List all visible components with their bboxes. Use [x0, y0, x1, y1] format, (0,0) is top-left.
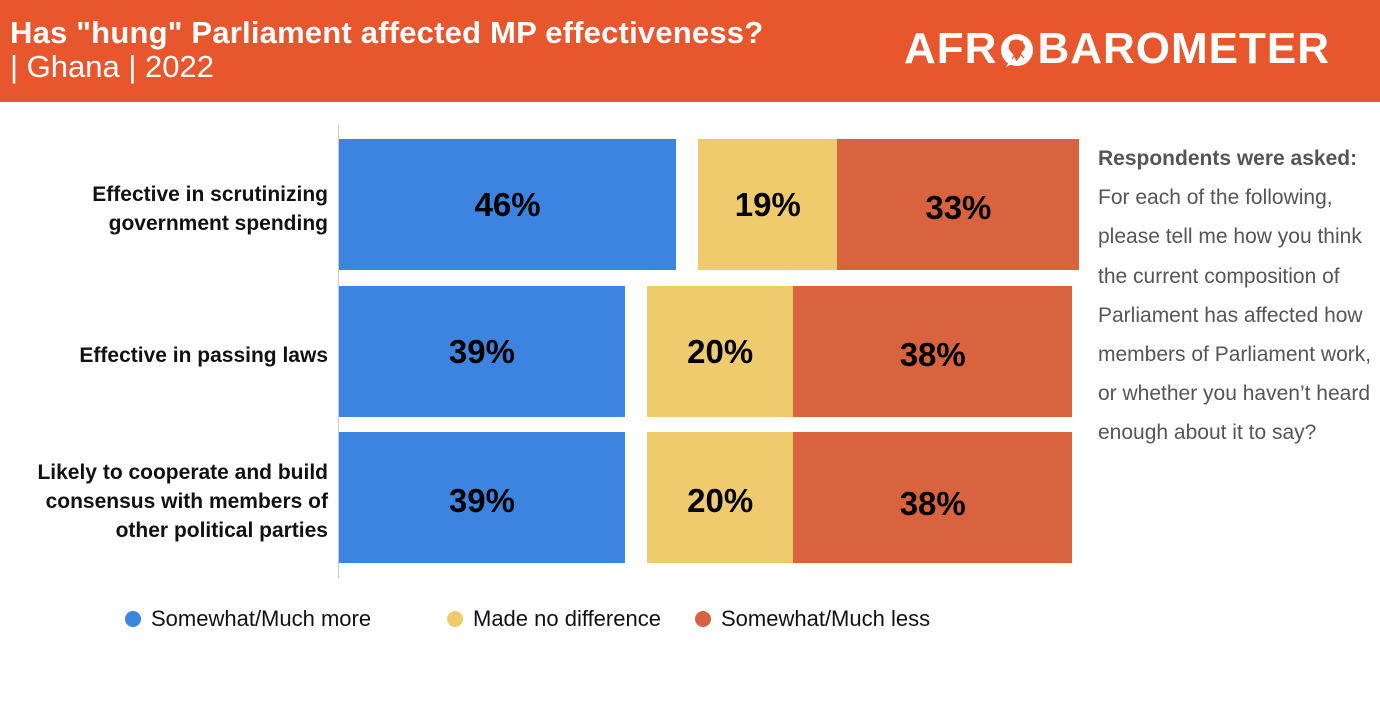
legend-dot-icon: [447, 611, 463, 627]
data-label: 39%: [448, 332, 515, 370]
y-axis-line: [338, 125, 339, 578]
legend-label: Made no difference: [473, 606, 661, 631]
question-notes: Respondents were asked: For each of the …: [1098, 139, 1378, 453]
notes-body: For each of the following, please tell m…: [1098, 186, 1372, 445]
africa-globe-icon: [998, 31, 1036, 69]
data-label: 38%: [899, 335, 966, 373]
chart-title: Has "hung" Parliament affected MP effect…: [10, 15, 764, 50]
legend-label: Somewhat/Much more: [151, 606, 372, 631]
notes-heading: Respondents were asked:: [1098, 147, 1358, 170]
bar-made-no-difference: 20%: [646, 286, 794, 417]
category-label-line: Likely to cooperate and build: [37, 461, 328, 484]
legend-dot-icon: [125, 611, 141, 627]
data-label: 19%: [734, 185, 801, 223]
category-label-line: government spending: [108, 211, 328, 235]
legend-dot-icon: [695, 611, 711, 627]
data-label: 39%: [448, 481, 515, 519]
category-label-line: consensus with members of: [45, 490, 328, 513]
category-label: Likely to cooperate and build consensus w…: [0, 458, 328, 545]
data-label: 46%: [474, 185, 541, 223]
header-banner: Has "hung" Parliament affected MP effect…: [0, 0, 1380, 102]
data-label: 38%: [899, 484, 966, 522]
bar-made-no-difference: 20%: [646, 432, 794, 563]
bar-somewhat-much-more: 39%: [339, 286, 625, 417]
bar-somewhat-much-less: 38%: [793, 432, 1072, 563]
logo-text-suffix: BAROMETER: [1037, 24, 1330, 73]
category-label: Effective in scrutinizing government spen…: [0, 180, 328, 238]
category-label-line: Effective in scrutinizing: [92, 182, 328, 206]
logo-text-prefix: AFR: [904, 24, 998, 73]
data-label: 20%: [687, 332, 754, 370]
legend-label: Somewhat/Much less: [721, 606, 931, 631]
chart-subtitle: | Ghana | 2022: [10, 49, 214, 84]
bar-somewhat-much-less: 38%: [793, 286, 1072, 417]
category-label-line: other political parties: [115, 519, 328, 542]
legend-item: Somewhat/Much less: [695, 604, 930, 634]
category-label-line: Effective in passing laws: [79, 344, 328, 367]
data-label: 33%: [925, 188, 992, 226]
category-label: Effective in passing laws: [0, 341, 328, 370]
bar-somewhat-much-more: 39%: [339, 432, 625, 563]
afrobarometer-logo: AFR BAROMETER: [904, 24, 1330, 74]
legend-item: Somewhat/Much more: [125, 604, 371, 634]
bar-somewhat-much-more: 46%: [339, 139, 677, 270]
legend-item: Made no difference: [447, 604, 661, 634]
bar-somewhat-much-less: 33%: [837, 139, 1080, 270]
bar-made-no-difference: 19%: [698, 139, 838, 270]
data-label: 20%: [687, 481, 754, 519]
